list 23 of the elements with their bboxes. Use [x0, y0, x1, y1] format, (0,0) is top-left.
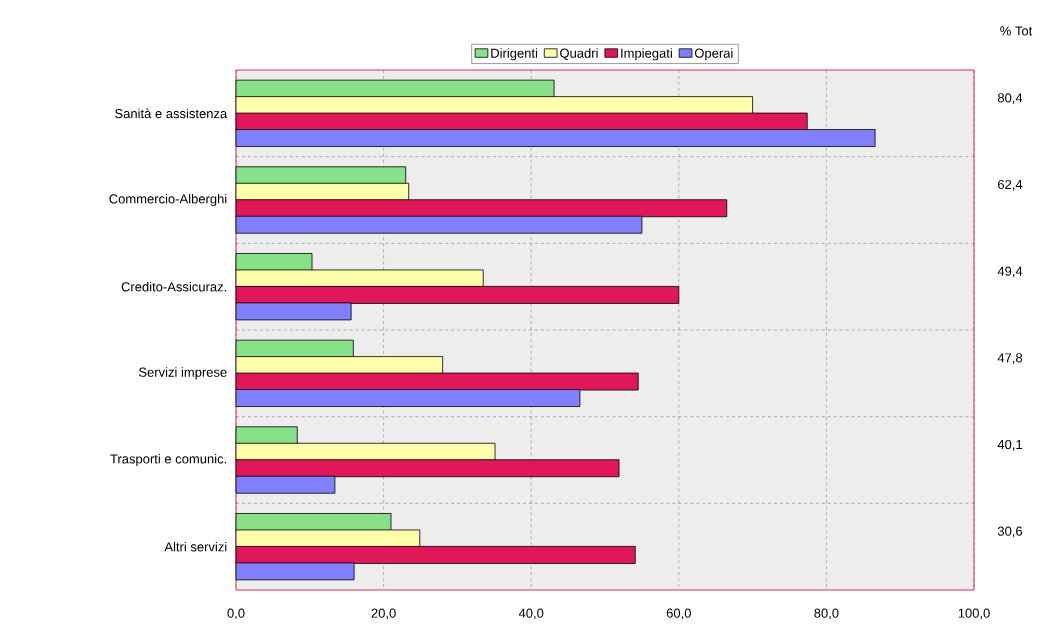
y-tick-label: Credito-Assicuraz. [121, 281, 227, 292]
legend-label: Dirigenti [491, 48, 538, 61]
legend-label: Operai [694, 48, 733, 61]
y-tick-label: Commercio-Alberghi [109, 193, 227, 207]
text: 62,4 [998, 179, 1023, 191]
text: 30,6 [997, 526, 1023, 538]
x-tick-label: 20,0 [371, 608, 396, 620]
y-tick-label: Altri servizi [164, 541, 227, 552]
x-tick-label: 100,0 [958, 608, 990, 620]
text: 40,1 [997, 439, 1023, 451]
y-tick-label: Sanità e assistenza [115, 108, 228, 119]
text: 49,4 [997, 266, 1023, 278]
x-tick-label: 80,0 [814, 608, 839, 620]
text: % Tot [1000, 26, 1033, 36]
text: 80,4 [997, 93, 1023, 104]
y-tick-label: Servizi imprese [138, 367, 227, 380]
x-tick-label: 40,0 [518, 608, 544, 620]
text: 47,8 [997, 353, 1023, 364]
legend-label: Quadri [560, 48, 598, 61]
x-tick-label: 0,0 [227, 608, 245, 620]
y-tick-label: Trasporti e comunic. [110, 453, 227, 467]
legend-label: Impiegati [621, 48, 672, 61]
x-tick-label: 60,0 [666, 608, 691, 620]
